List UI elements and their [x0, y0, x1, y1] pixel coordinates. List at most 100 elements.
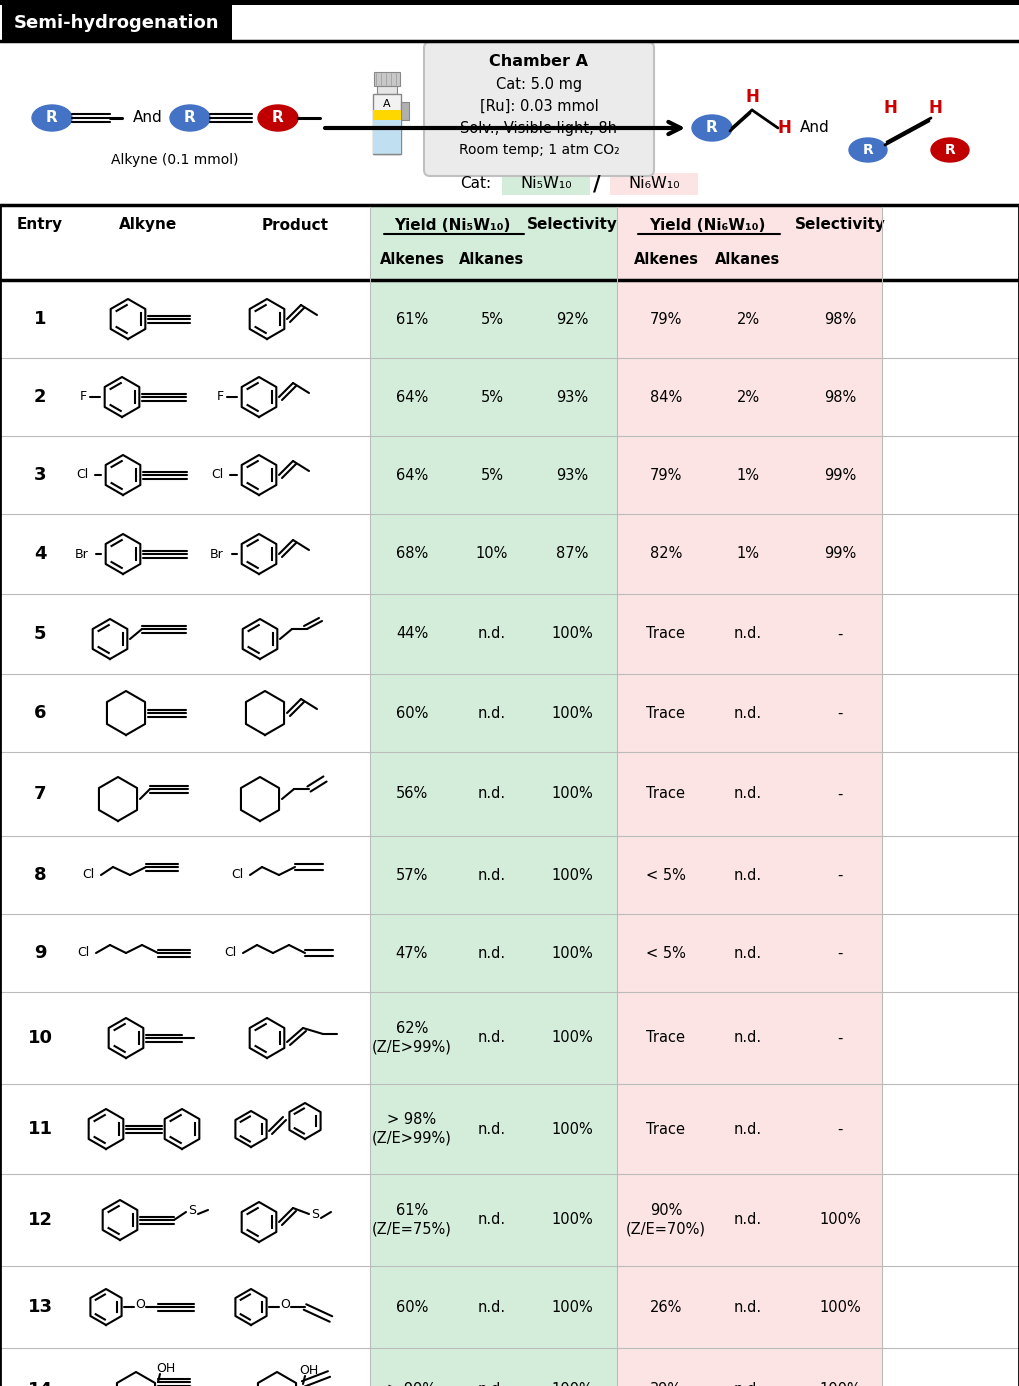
Bar [370, 358, 616, 437]
Text: Cl: Cl [75, 468, 88, 481]
Text: 87%: 87% [555, 546, 588, 561]
Bar [373, 109, 401, 121]
Text: [Ru]: 0.03 mmol: [Ru]: 0.03 mmol [480, 98, 598, 114]
Text: n.d.: n.d. [734, 1121, 762, 1137]
Bar [0, 437, 1019, 514]
Text: 44%: 44% [395, 626, 428, 642]
Text: -: - [838, 705, 843, 721]
Bar [616, 1174, 882, 1265]
Bar [0, 1349, 1019, 1386]
Text: 3: 3 [34, 466, 46, 484]
Text: And: And [800, 121, 829, 136]
Text: n.d.: n.d. [478, 786, 506, 801]
Text: R: R [945, 143, 956, 157]
Text: Cl: Cl [211, 468, 223, 481]
Ellipse shape [32, 105, 72, 132]
Text: H: H [928, 98, 942, 116]
Text: 57%: 57% [395, 868, 428, 883]
Ellipse shape [170, 105, 210, 132]
Text: 1: 1 [34, 310, 46, 328]
Text: n.d.: n.d. [478, 705, 506, 721]
Text: 93%: 93% [556, 467, 588, 482]
Text: 84%: 84% [650, 389, 682, 405]
Text: R: R [863, 143, 873, 157]
Text: 93%: 93% [556, 389, 588, 405]
Text: 100%: 100% [551, 1121, 593, 1137]
Text: Entry: Entry [17, 218, 63, 233]
Text: /: / [593, 175, 601, 194]
Text: Cl: Cl [231, 869, 244, 881]
Text: 98%: 98% [824, 312, 856, 327]
Bar [370, 1349, 616, 1386]
Text: -: - [838, 945, 843, 960]
Text: 39%: 39% [650, 1382, 682, 1386]
Text: 100%: 100% [819, 1213, 861, 1228]
Text: 1%: 1% [737, 467, 759, 482]
Bar [0, 1174, 1019, 1265]
Text: 99%: 99% [824, 467, 856, 482]
Text: 5%: 5% [481, 389, 503, 405]
Bar [373, 121, 401, 154]
Text: 5%: 5% [481, 312, 503, 327]
Text: Yield (Ni₅W₁₀): Yield (Ni₅W₁₀) [393, 218, 511, 233]
Text: 61%: 61% [395, 312, 428, 327]
Text: A: A [383, 98, 391, 109]
Text: 12: 12 [28, 1211, 53, 1229]
Text: Trace: Trace [646, 705, 686, 721]
Ellipse shape [931, 139, 969, 162]
Bar [0, 674, 1019, 753]
Text: Alkanes: Alkanes [715, 251, 781, 266]
Text: OH: OH [300, 1364, 319, 1376]
Text: 64%: 64% [395, 389, 428, 405]
Bar [370, 836, 616, 913]
Text: -: - [838, 1121, 843, 1137]
Bar [0, 1265, 1019, 1349]
Text: 5%: 5% [481, 467, 503, 482]
Bar [616, 1265, 882, 1349]
Text: Selectivity: Selectivity [795, 218, 886, 233]
Text: n.d.: n.d. [478, 1031, 506, 1045]
Text: n.d.: n.d. [734, 868, 762, 883]
Text: 2%: 2% [737, 389, 759, 405]
Bar [370, 1265, 616, 1349]
Text: Trace: Trace [646, 626, 686, 642]
Text: -: - [838, 786, 843, 801]
Bar [370, 1084, 616, 1174]
Text: 7: 7 [34, 784, 46, 802]
Text: n.d.: n.d. [734, 945, 762, 960]
Bar [374, 72, 400, 86]
Text: n.d.: n.d. [734, 626, 762, 642]
Bar [616, 437, 882, 514]
Text: 9: 9 [34, 944, 46, 962]
Text: Cl: Cl [82, 869, 94, 881]
Bar [0, 0, 1019, 6]
Text: > 98%
(Z/E>99%): > 98% (Z/E>99%) [372, 1112, 452, 1146]
Text: n.d.: n.d. [734, 1382, 762, 1386]
Text: Trace: Trace [646, 1031, 686, 1045]
Bar [373, 94, 401, 154]
Text: Cl: Cl [76, 947, 89, 959]
Text: Yield (Ni₆W₁₀): Yield (Ni₆W₁₀) [649, 218, 765, 233]
Text: 100%: 100% [551, 945, 593, 960]
Bar [370, 674, 616, 753]
Bar [377, 86, 397, 94]
Text: 100%: 100% [551, 705, 593, 721]
Text: 99%: 99% [824, 546, 856, 561]
Text: 47%: 47% [395, 945, 428, 960]
Text: 90%
(Z/E=70%): 90% (Z/E=70%) [626, 1203, 706, 1236]
Text: 26%: 26% [650, 1300, 682, 1314]
Text: Br: Br [75, 547, 89, 560]
Bar [0, 1084, 1019, 1174]
Text: 11: 11 [28, 1120, 53, 1138]
Text: n.d.: n.d. [478, 868, 506, 883]
Ellipse shape [692, 115, 732, 141]
Text: 68%: 68% [395, 546, 428, 561]
Text: R: R [46, 111, 58, 126]
Text: 98%: 98% [824, 389, 856, 405]
Bar [616, 992, 882, 1084]
Text: 4: 4 [34, 545, 46, 563]
Bar [0, 514, 1019, 595]
Text: -: - [838, 868, 843, 883]
Text: Alkanes: Alkanes [460, 251, 525, 266]
Text: Br: Br [210, 547, 224, 560]
